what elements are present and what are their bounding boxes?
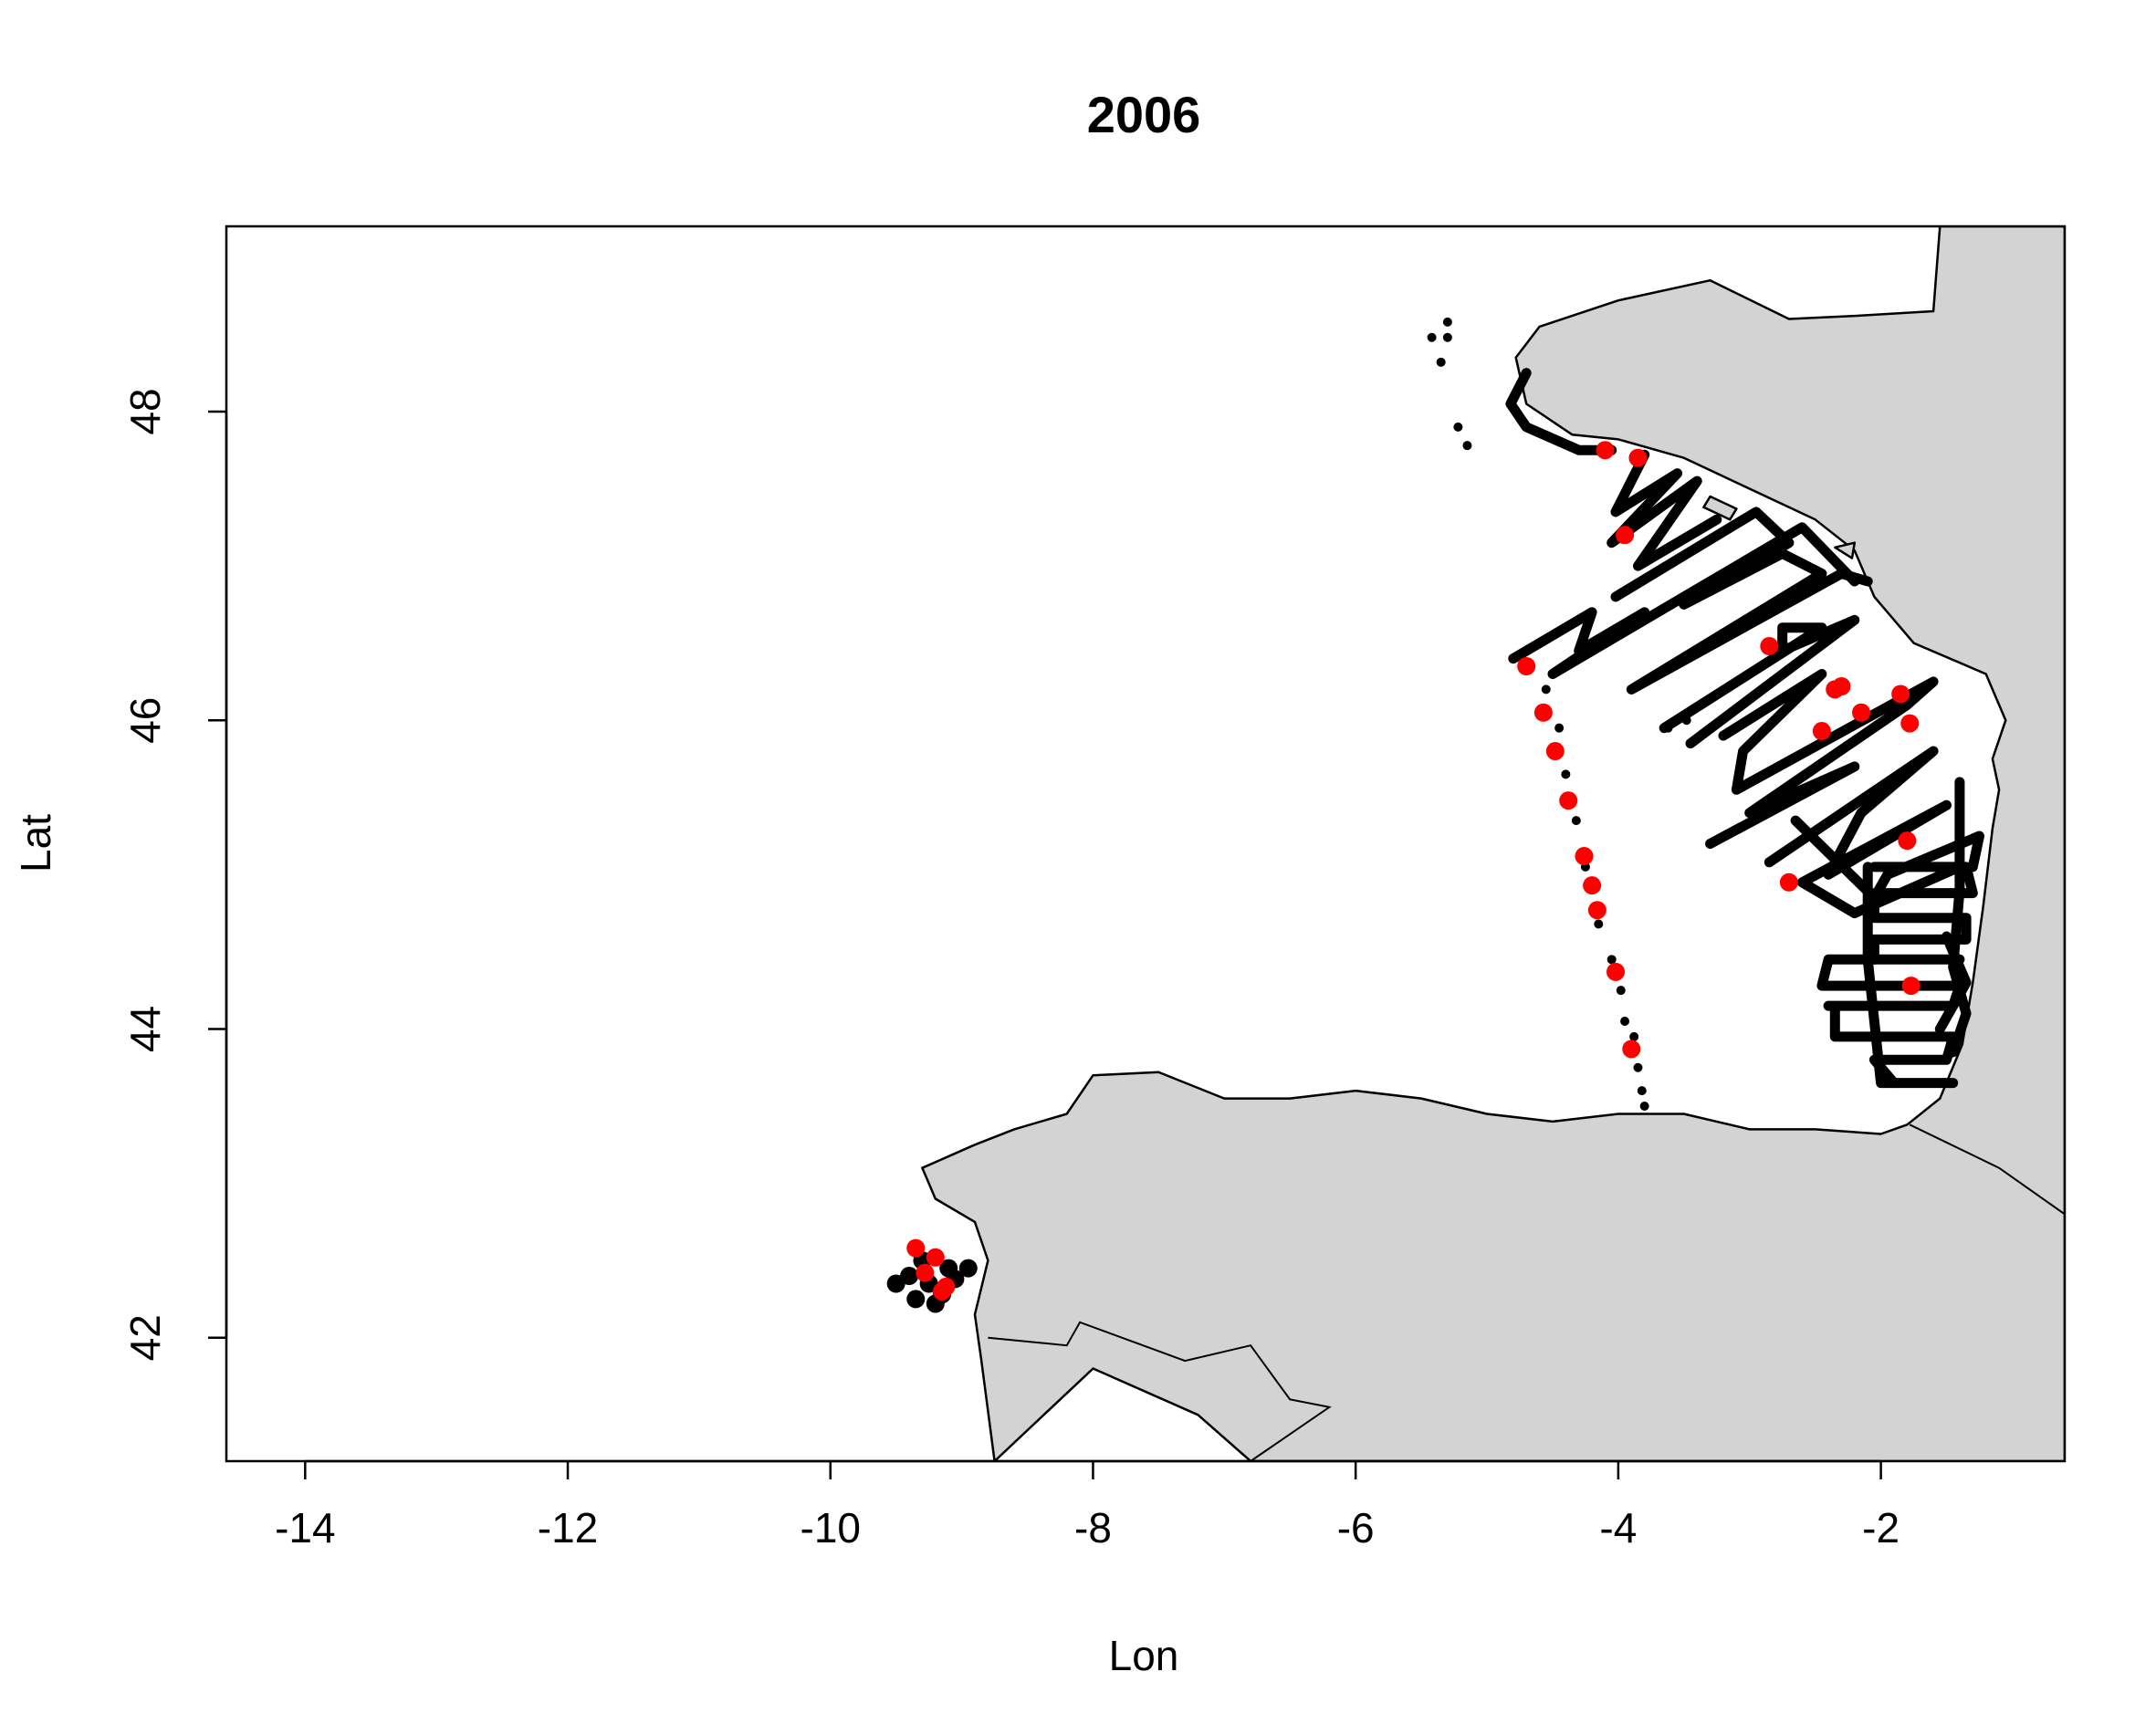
track-point-0-16 <box>1633 1062 1643 1072</box>
y-tick-label-1: 44 <box>121 1006 169 1052</box>
border-line-0 <box>1909 1123 2065 1216</box>
track-point-1-8 <box>939 1259 958 1278</box>
track-segment-9 <box>1868 862 1978 965</box>
track-segment-7 <box>1790 815 1984 904</box>
y-axis: 42 44 46 48 <box>121 388 228 1361</box>
y-axis-label: Lat <box>12 814 59 872</box>
station-point-15 <box>1812 722 1831 741</box>
track-point-0-0 <box>1442 317 1452 327</box>
track-point-0-12 <box>1607 955 1617 965</box>
land-polygon-1 <box>1702 495 1738 521</box>
track-point-0-11 <box>1594 919 1604 929</box>
track-segment-3 <box>1508 522 1860 679</box>
track-point-0-3 <box>1436 357 1446 367</box>
station-layer <box>906 441 1921 1301</box>
track-point-0-14 <box>1620 1016 1630 1026</box>
track-segment-12 <box>1948 777 1972 1058</box>
station-point-24 <box>926 1248 945 1267</box>
track-segment-5 <box>1705 669 1939 849</box>
track-point-0-13 <box>1616 986 1626 996</box>
station-point-22 <box>906 1238 926 1258</box>
station-point-20 <box>1779 872 1798 892</box>
track-segment-8 <box>1862 862 1959 1089</box>
station-point-12 <box>1760 637 1779 656</box>
x-tick-label-0: -14 <box>275 1504 335 1552</box>
track-point-1-0 <box>886 1274 905 1293</box>
track-segment-6 <box>1764 746 1965 919</box>
x-tick-label-6: -2 <box>1862 1504 1900 1552</box>
station-point-3 <box>1517 657 1536 676</box>
survey-track-layer <box>886 317 1984 1313</box>
track-point-0-15 <box>1629 1031 1639 1041</box>
track-point-0-2 <box>1427 332 1437 342</box>
land-layer <box>921 226 2065 1461</box>
station-point-21 <box>1901 977 1921 996</box>
x-tick-label-5: -4 <box>1599 1504 1637 1552</box>
x-tick-label-1: -12 <box>538 1504 598 1552</box>
station-point-18 <box>1900 714 1920 733</box>
track-point-1-1 <box>906 1290 926 1309</box>
track-point-0-9 <box>1571 816 1581 826</box>
station-point-0 <box>1596 441 1615 460</box>
border-line-1 <box>988 1321 1332 1461</box>
station-point-23 <box>916 1263 935 1282</box>
station-point-19 <box>1898 831 1917 851</box>
track-point-0-7 <box>1554 723 1565 733</box>
chart-title: 2006 <box>1087 86 1201 143</box>
station-point-5 <box>1545 742 1565 761</box>
y-tick-label-3: 48 <box>121 388 169 434</box>
track-point-0-20 <box>1663 723 1673 733</box>
track-point-0-17 <box>1637 1086 1647 1096</box>
x-tick-label-2: -10 <box>801 1504 861 1552</box>
track-point-0-6 <box>1541 684 1551 695</box>
track-point-1-6 <box>900 1267 919 1286</box>
track-point-0-1 <box>1442 332 1452 342</box>
x-tick-label-3: -8 <box>1074 1504 1112 1552</box>
track-segment-13 <box>1934 931 1972 1034</box>
station-point-1 <box>1628 448 1648 467</box>
land-polygon-0 <box>921 226 2065 1461</box>
x-axis-label: Lon <box>1109 1632 1179 1679</box>
station-point-17 <box>1891 684 1910 704</box>
station-point-16 <box>1852 703 1871 722</box>
x-axis: -14 -12 -10 -8 -6 -4 -2 <box>275 1459 1900 1552</box>
track-segment-4 <box>1659 614 1860 749</box>
track-point-0-8 <box>1561 769 1571 779</box>
station-point-2 <box>1616 526 1635 545</box>
track-point-0-5 <box>1462 441 1472 451</box>
station-point-14 <box>1832 676 1851 695</box>
station-point-11 <box>1622 1040 1641 1059</box>
y-tick-label-0: 42 <box>121 1314 169 1361</box>
station-point-4 <box>1533 703 1553 722</box>
track-segment-11 <box>1829 1005 1959 1089</box>
station-point-10 <box>1607 962 1626 981</box>
y-tick-label-2: 46 <box>121 697 169 744</box>
track-segment-2 <box>1610 507 1873 695</box>
station-point-7 <box>1575 847 1594 866</box>
track-segment-10 <box>1816 954 1965 1011</box>
track-point-0-4 <box>1453 422 1463 432</box>
track-segment-0 <box>1505 368 1617 455</box>
x-tick-label-4: -6 <box>1337 1504 1375 1552</box>
track-point-0-19 <box>1681 716 1691 726</box>
station-point-8 <box>1583 876 1602 895</box>
track-point-1-5 <box>958 1259 978 1278</box>
track-segment-1 <box>1607 449 1722 571</box>
station-point-26 <box>937 1277 956 1296</box>
track-point-0-18 <box>1639 1102 1649 1112</box>
land-polygon-2 <box>1834 541 1857 559</box>
station-point-6 <box>1559 791 1578 810</box>
station-point-9 <box>1587 901 1607 920</box>
